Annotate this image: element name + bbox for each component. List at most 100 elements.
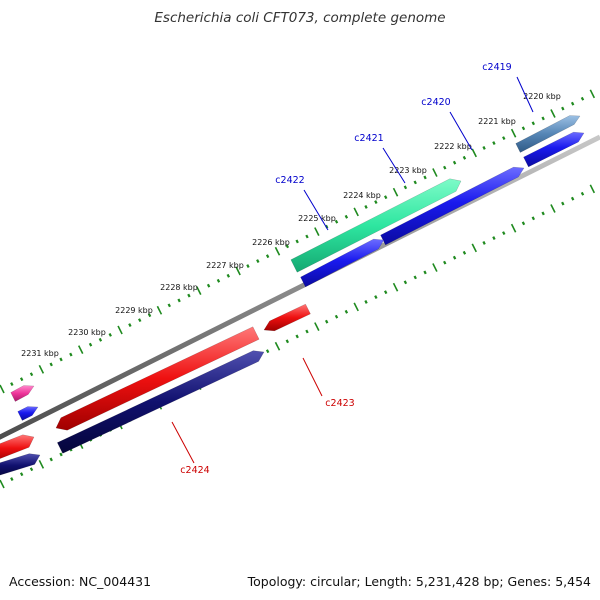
ruler-top-minor-tick [531,121,535,126]
ruler-top-minor-tick [19,377,24,382]
gene-leader-line [382,147,406,184]
gene-blue-small-arrow[interactable] [17,406,39,421]
ruler-top-major-tick [235,266,241,276]
gene-label-c2423[interactable]: c2423 [325,398,354,409]
gene-c2422-blue-arrow[interactable] [300,238,385,288]
ruler-top-minor-tick [10,382,14,387]
ruler-bottom-minor-tick [462,250,467,255]
ruler-top-major-tick [432,168,438,177]
ruler-bottom-minor-tick [580,191,585,196]
ruler-top-major-tick [314,227,320,236]
ruler-bottom-major-tick [353,302,359,312]
genome-summary: Topology: circular; Length: 5,231,428 bp… [247,574,591,589]
ruler-bottom-minor-tick [413,275,417,280]
gene-magenta-arrow[interactable] [10,385,35,402]
ruler-top-major-tick [471,148,477,158]
ruler-bottom-major-tick [510,223,517,233]
ruler-top-minor-tick [541,116,545,121]
gene-label-c2422[interactable]: c2422 [275,175,304,186]
ruler-top-minor-tick [570,101,575,106]
gene-leader-line [516,76,534,113]
ruler-bottom-minor-tick [482,241,486,245]
ruler-bottom-minor-tick [502,231,506,236]
gene-c2419-arrow[interactable] [515,115,581,153]
ruler-bottom-minor-tick [521,221,526,226]
ruler-top-minor-tick [147,313,152,318]
ruler-top-minor-tick [502,136,506,141]
ruler-top-minor-tick [285,244,290,249]
ruler-top-minor-tick [265,254,270,259]
ruler-top-major-tick [510,128,517,138]
gene-label-c2419[interactable]: c2419 [482,62,511,73]
gene-c2424-arrow[interactable] [55,326,260,431]
ruler-top-minor-tick [462,155,467,160]
gene-c2421-arrow[interactable] [380,166,525,246]
gene-leader-line [302,357,323,397]
gene-labels: c2419 c2420 c2421 c2422 c2423 c2424 [171,62,534,476]
gene-navy-left-arrow[interactable] [0,453,41,478]
gene-c2424-navy-arrow[interactable] [56,350,265,454]
gene-c2420-arrow[interactable] [523,131,585,168]
tick-label: 2226 kbp [252,238,290,247]
ruler-top-major-tick [156,305,163,315]
ruler-top-major-tick [589,89,596,99]
gene-label-c2424[interactable]: c2424 [180,465,209,476]
ruler-bottom-minor-tick [285,339,290,344]
ruler-top-minor-tick [167,303,171,308]
tick-label: 2228 kbp [160,283,198,292]
ruler-top-minor-tick [59,357,63,362]
ruler-top-major-tick [77,345,84,355]
ruler-bottom-major-tick [589,184,596,194]
ruler-bottom-major-tick [38,459,45,469]
accession-text: Accession: NC_004431 [9,574,152,589]
ruler-bottom-minor-tick [59,452,63,457]
ruler-top-minor-tick [216,278,221,283]
ruler-bottom-minor-tick [49,457,53,462]
gene-red-left-arrow[interactable] [0,434,35,461]
ruler-top-major-tick [38,364,45,374]
ruler-top-minor-tick [256,259,260,264]
ruler-top-minor-tick [29,372,34,377]
tick-labels: 2220 kbp 2221 kbp 2222 kbp 2223 kbp 2224 kbp… [21,92,561,358]
ruler-top-major-tick [274,246,281,256]
tick-label: 2222 kbp [434,142,472,151]
ruler-bottom-major-tick [0,479,5,489]
ruler-top-minor-tick [482,146,486,150]
ruler-bottom-major-tick [432,263,438,272]
ruler-top-minor-tick [580,96,585,101]
ruler-top-minor-tick [246,264,250,268]
ruler-bottom-major-tick [314,322,320,331]
ruler-bottom-minor-tick [344,309,349,314]
ruler-bottom-minor-tick [570,196,575,201]
ruler-top-minor-tick [561,106,565,111]
ruler-bottom-major-tick [550,204,556,213]
tick-label: 2227 kbp [206,261,244,270]
ruler-bottom-minor-tick [561,201,565,206]
ruler-bottom-minor-tick [531,216,535,221]
tick-label: 2225 kbp [298,214,336,223]
ruler-bottom-minor-tick [541,211,545,216]
ruler-bottom-major-tick [392,282,399,292]
gene-label-c2420[interactable]: c2420 [421,97,450,108]
ruler-top-minor-tick [521,126,526,131]
features [0,115,585,478]
ruler-top-minor-tick [138,318,142,323]
ruler-top-major-tick [196,286,202,295]
ruler-top-minor-tick [364,205,368,209]
map-title: Escherichia coli CFT073, complete genome [154,10,446,26]
ruler-bottom-major-tick [274,341,281,351]
gene-c2423-arrow[interactable] [263,303,311,332]
ruler-bottom-minor-tick [265,349,270,354]
gene-label-c2421[interactable]: c2421 [354,133,383,144]
ruler-top-minor-tick [49,362,53,367]
ruler-bottom-minor-tick [29,467,34,472]
ruler-top-minor-tick [413,180,417,185]
ruler-top [0,89,596,394]
gene-c2422-arrow[interactable] [290,178,462,273]
tick-label: 2230 kbp [68,328,106,337]
ruler-bottom-minor-tick [443,260,447,265]
gene-leader-line [303,189,329,231]
tick-label: 2224 kbp [343,191,381,200]
ruler-top-minor-tick [226,273,230,278]
